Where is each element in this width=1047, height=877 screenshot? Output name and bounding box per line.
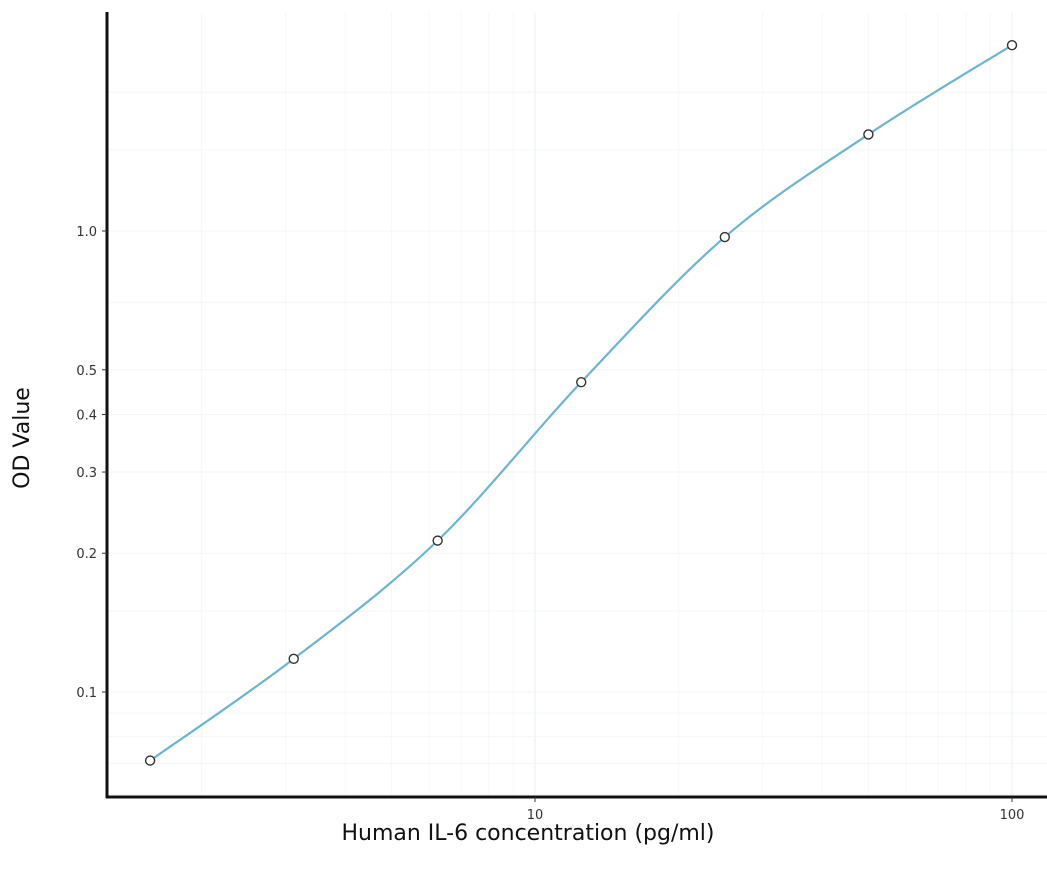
- data-point: [719, 231, 731, 243]
- x-tick-labels: 10 100: [527, 797, 1025, 823]
- axes: [105, 12, 1047, 799]
- fit-curve: [149, 44, 1013, 762]
- data-point: [144, 755, 156, 766]
- data-point: [1006, 39, 1018, 51]
- data-point: [863, 129, 874, 140]
- y-tick-label: 1.0: [76, 225, 97, 240]
- y-tick-label: 0.5: [76, 364, 97, 379]
- y-tick-label: 0.1: [76, 686, 97, 701]
- data-point: [576, 376, 587, 388]
- x-tick-label: 10: [527, 808, 544, 823]
- grid: [107, 12, 1047, 797]
- data-point: [432, 535, 443, 546]
- x-axis-title: Human IL-6 concentration (pg/ml): [341, 821, 714, 846]
- data-points: [144, 39, 1018, 766]
- y-tick-label: 0.4: [76, 408, 97, 423]
- y-tick-labels: 0.1 0.2 0.3 0.4 0.5 1.0: [76, 225, 107, 701]
- y-axis-title: OD Value: [10, 387, 35, 489]
- data-point: [288, 653, 299, 665]
- x-tick-label: 100: [1000, 808, 1025, 823]
- y-tick-label: 0.2: [76, 547, 97, 562]
- y-tick-label: 0.3: [76, 466, 97, 481]
